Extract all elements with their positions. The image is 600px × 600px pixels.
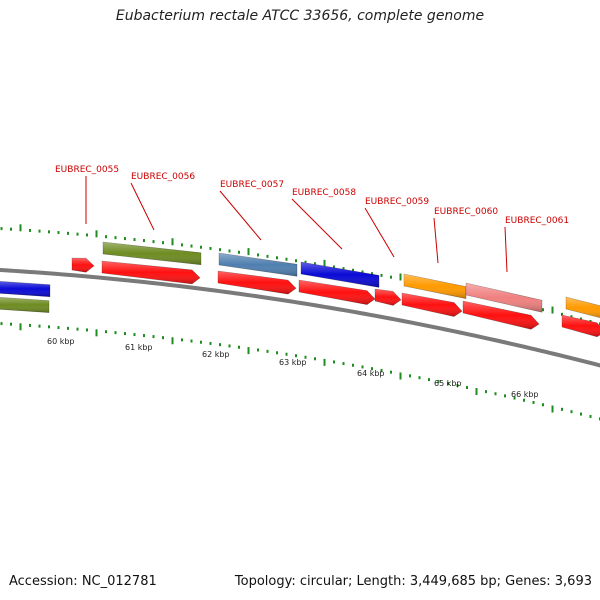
gene-label: EUBREC_0057 [220,180,284,190]
cog-gene-blue-shade [0,281,50,297]
label-leader-line [504,226,508,273]
forward-gene-arrow-shade [562,315,600,337]
gene-label: EUBREC_0061 [505,216,569,226]
gene-label: EUBREC_0058 [292,188,356,198]
forward-gene-arrow-shade [102,261,200,284]
cog-gene-orange-shade [566,297,600,318]
scale-label: 64 kbp [357,369,385,378]
label-leader-line [433,217,439,264]
map-title: Eubacterium rectale ATCC 33656, complete… [115,8,485,24]
scale-label-layer: 60 kbp 61 kbp 62 kbp 63 kbp 64 kbp 65 kbp 66 k… [47,337,539,399]
cog-gene-pink-shade [466,283,542,313]
label-leader-line [130,182,155,231]
forward-gene-arrow-shade [299,280,375,305]
cog-gene-green-shade [0,297,49,313]
label-leader-line [291,198,343,250]
forward-gene-arrow-shade [218,271,296,295]
forward-gene-arrow-shade [463,301,539,330]
label-leader-line [364,207,395,258]
cog-gene-steelblue-shade [219,253,297,277]
scale-label: 66 kbp [511,390,539,399]
gene-label: EUBREC_0060 [434,207,498,217]
gene-label: EUBREC_0056 [131,172,195,182]
forward-gene-arrow-shade [72,258,94,273]
scale-label: 61 kbp [125,343,153,352]
accession-text: Accession: NC_012781 [9,574,157,589]
scale-label: 63 kbp [279,358,307,367]
forward-gene-arrow-shade [402,293,462,317]
gene-label: EUBREC_0059 [365,197,429,207]
scale-label: 65 kbp [434,379,462,388]
inner-tick-marks [0,322,600,421]
cog-gene-blue-shade [301,262,379,288]
scale-label: 62 kbp [202,350,230,359]
cog-gene-green-shade [103,242,201,265]
scale-label: 60 kbp [47,337,75,346]
cog-gene-orange-shade [404,274,466,299]
gene-label-layer: EUBREC_0055 EUBREC_0056 EUBREC_0057 EUBREC_… [55,165,569,273]
gene-label: EUBREC_0055 [55,165,119,175]
cog-gene-track [0,241,600,318]
label-leader-line [219,190,262,241]
genome-backbone [0,267,600,368]
forward-gene-track [71,257,600,338]
forward-gene-arrow-shade [375,289,401,306]
genome-summary-text: Topology: circular; Length: 3,449,685 bp… [234,574,592,589]
